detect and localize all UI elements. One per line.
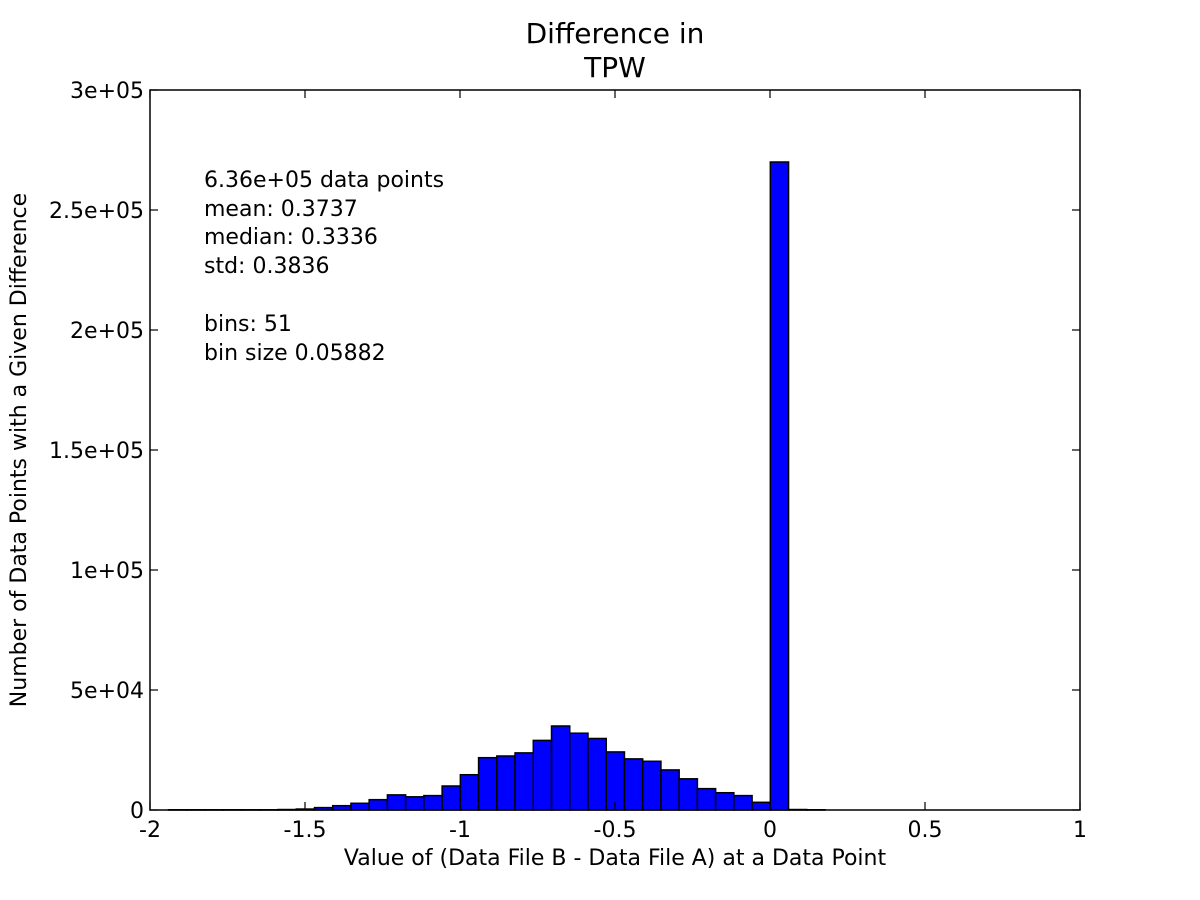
x-tick-label: 0 <box>763 818 777 843</box>
histogram-bar <box>441 785 462 811</box>
y-tick-label: 1.5e+05 <box>49 439 144 464</box>
histogram-bar <box>532 739 553 811</box>
y-tick-label: 5e+04 <box>70 679 144 704</box>
histogram-bar <box>550 725 571 811</box>
histogram-bar <box>423 794 443 811</box>
histogram-bar <box>751 801 772 811</box>
chart-title-line-1: Difference in <box>526 17 705 50</box>
histogram-bar <box>714 791 735 811</box>
x-tick-label: -1 <box>449 818 471 843</box>
y-tick-label: 2.5e+05 <box>49 199 144 224</box>
chart-title-line-2: TPW <box>583 51 646 84</box>
histogram-bar <box>769 161 790 811</box>
plot-frame <box>149 89 1081 811</box>
histogram-bar <box>660 769 680 811</box>
y-tick-label: 2e+05 <box>70 319 144 344</box>
histogram-bar <box>350 802 370 811</box>
stat-median: median: 0.3336 <box>204 225 378 250</box>
axis-ticks: -2 -1.5 -1 -0.5 0 0.5 1 0 5e+04 1e+05 1.5e+05 2e+05… <box>49 79 1087 843</box>
x-tick-label: -2 <box>139 818 161 843</box>
stat-mean: mean: 0.3737 <box>204 197 358 222</box>
stats-annotation: 6.36e+05 data points mean: 0.3737 median… <box>204 168 444 366</box>
y-tick-label: 0 <box>130 799 144 824</box>
x-tick-label: -0.5 <box>594 818 637 843</box>
stat-data-points: 6.36e+05 data points <box>204 168 444 193</box>
y-tick-label: 3e+05 <box>70 79 144 104</box>
histogram-bar <box>587 737 607 811</box>
x-tick-label: 0.5 <box>908 818 943 843</box>
histogram-bar <box>514 752 535 811</box>
x-axis-label: Value of (Data File B - Data File A) at … <box>344 846 887 871</box>
histogram-bar <box>696 787 717 811</box>
histogram-bar <box>477 756 498 811</box>
histogram-bar <box>605 751 626 811</box>
histogram-bar <box>623 758 644 811</box>
histogram-bar <box>733 794 753 811</box>
histogram-bar <box>404 796 425 811</box>
histogram-bar <box>368 798 389 811</box>
stat-std: std: 0.3836 <box>204 254 329 279</box>
y-tick-label: 1e+05 <box>70 559 144 584</box>
stat-bin-size: bin size 0.05882 <box>204 341 386 366</box>
histogram-bar <box>569 732 589 811</box>
y-axis-label: Number of Data Points with a Given Diffe… <box>7 193 32 707</box>
histogram-bar <box>641 760 662 811</box>
histogram-bar <box>678 778 699 811</box>
stat-bins: bins: 51 <box>204 312 292 337</box>
histogram-bar <box>386 794 407 811</box>
x-tick-label: 1 <box>1073 818 1087 843</box>
histogram-bar <box>496 755 516 811</box>
histogram-bar <box>459 773 480 811</box>
x-tick-label: -1.5 <box>284 818 327 843</box>
